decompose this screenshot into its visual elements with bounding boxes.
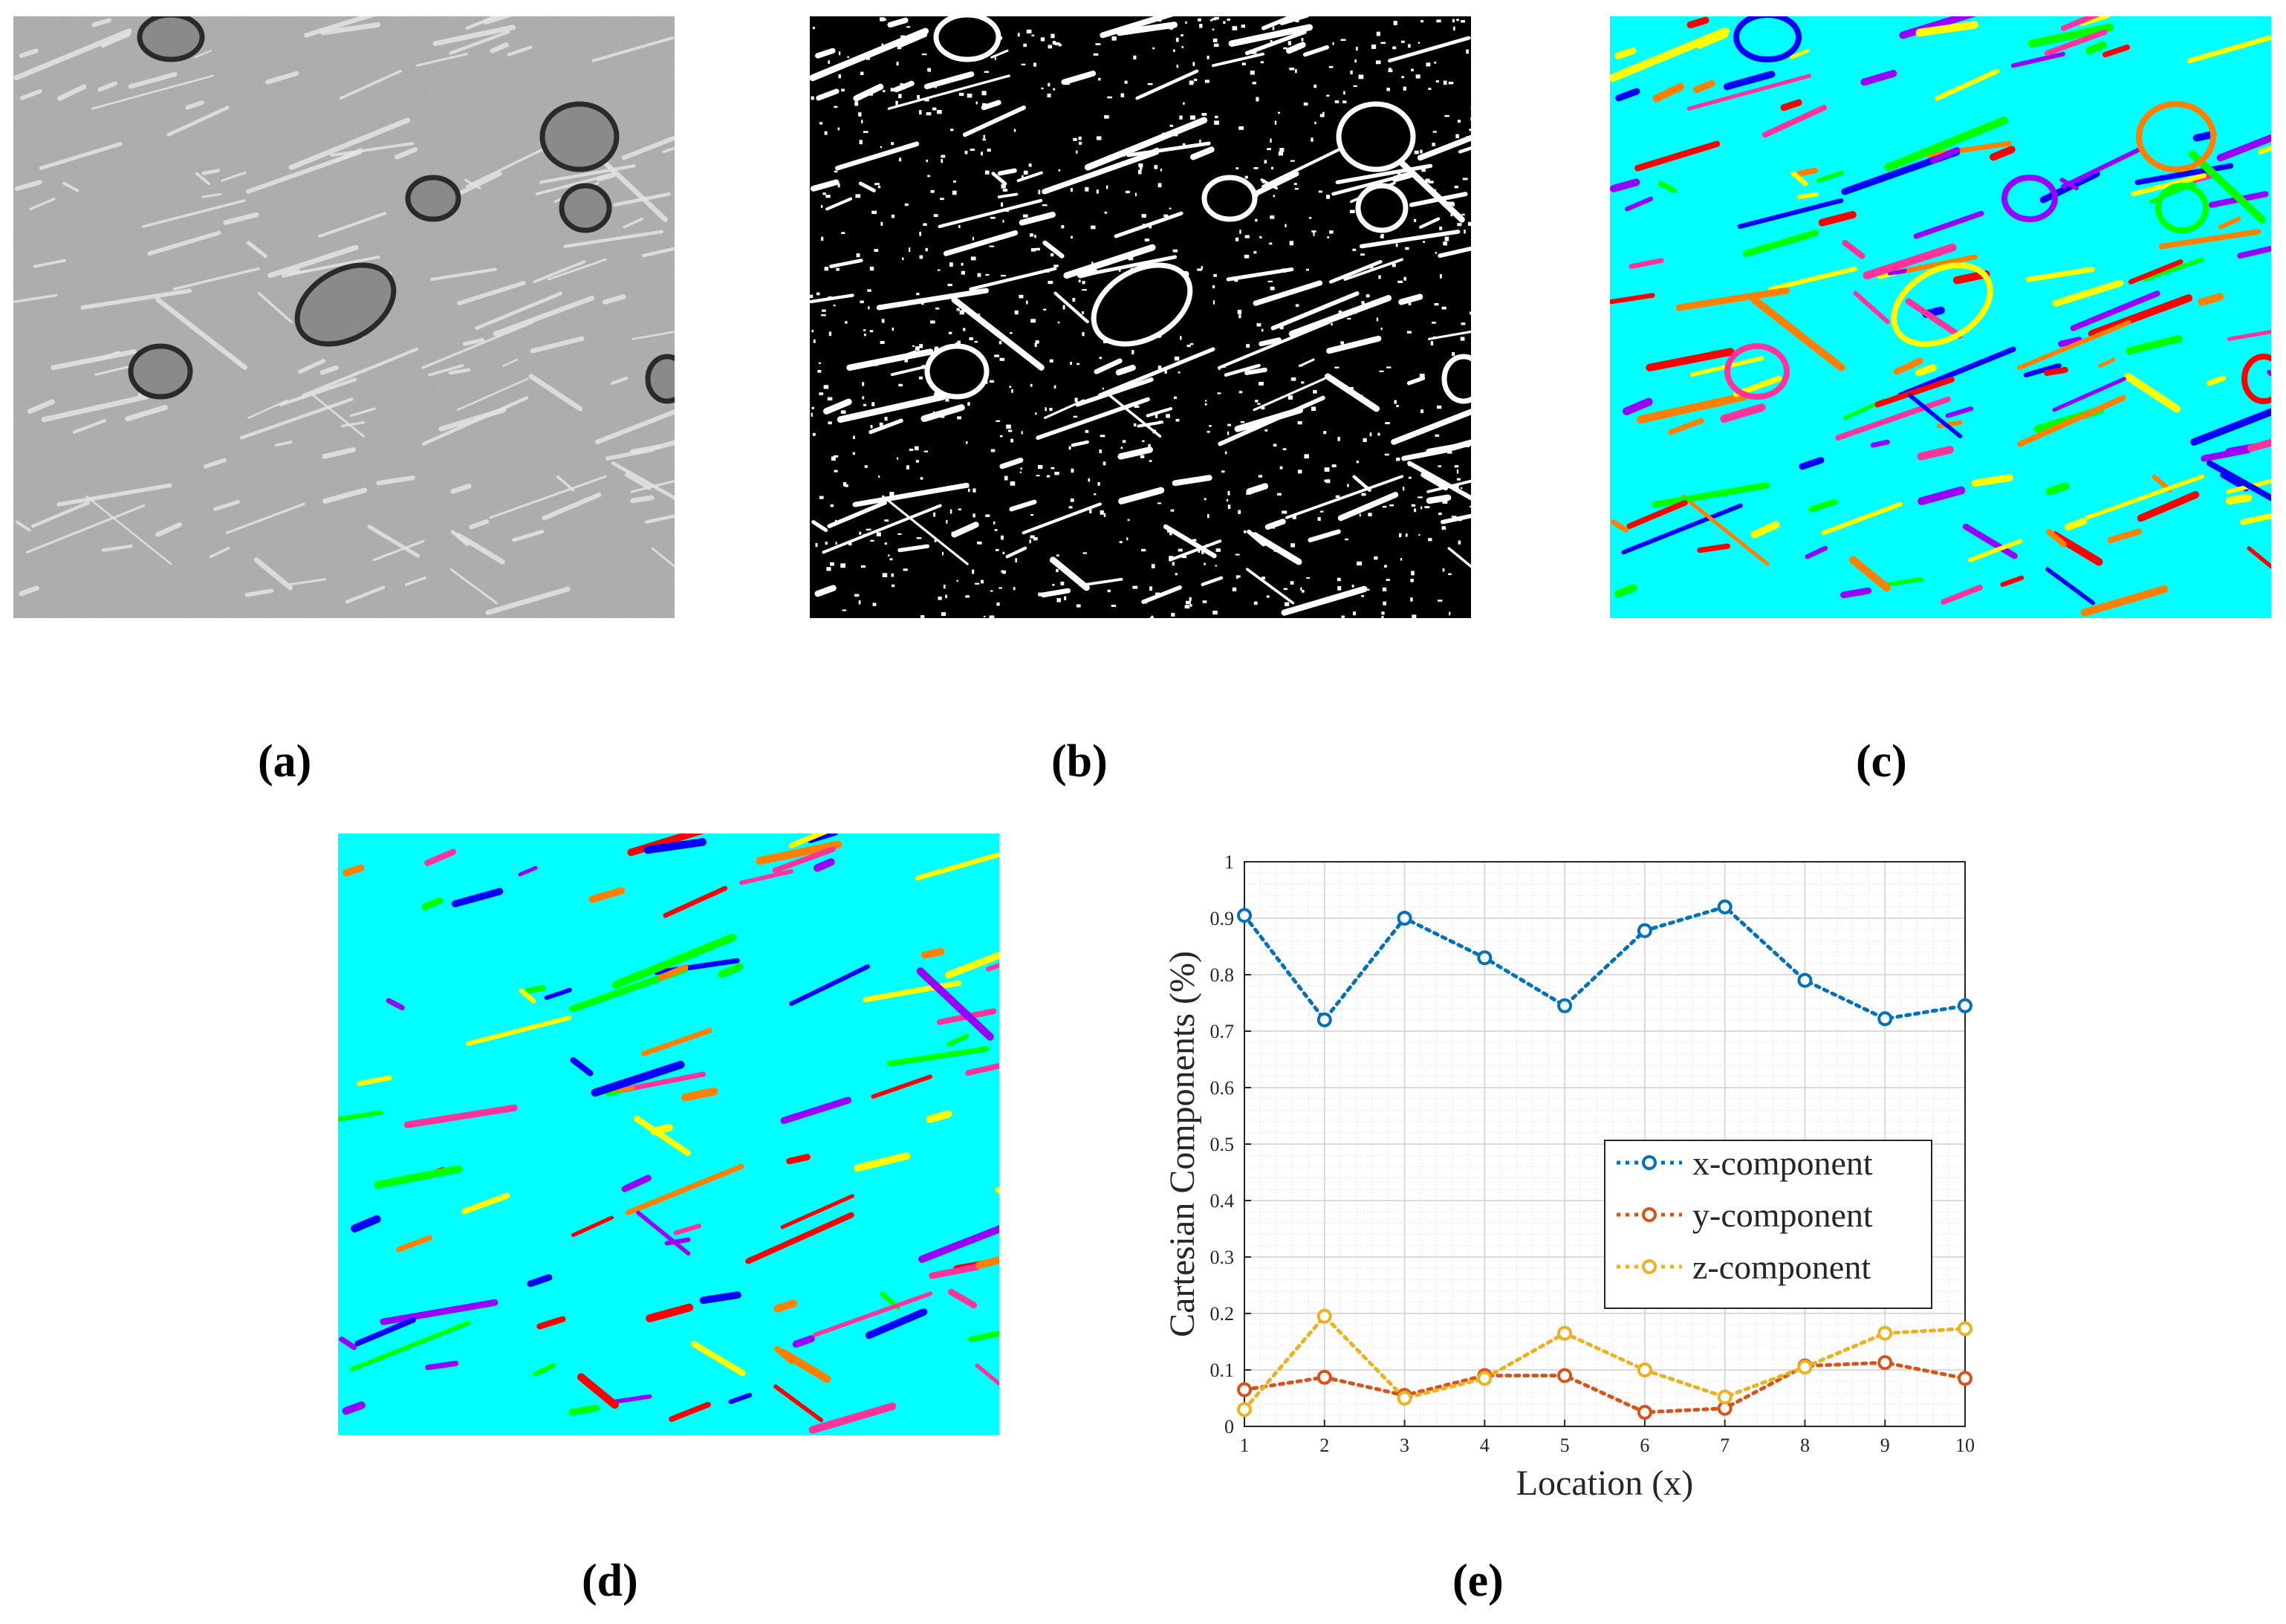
x-tick-label: 1 — [1240, 1435, 1250, 1456]
y-tick-label: 0.7 — [1210, 1021, 1235, 1042]
panel-e-chart: 0 0.1 0.2 0.3 0.4 0.5 0.6 0.7 0.8 0.9 1 1 2 3 4 5 6 7 8 9 1… — [1144, 839, 1976, 1523]
data-point-x-component — [1717, 899, 1733, 915]
data-point-z-component — [1397, 1391, 1412, 1406]
y-tick-label: 0 — [1224, 1416, 1234, 1438]
y-tick-label: 0.6 — [1210, 1077, 1235, 1099]
y-tick-label: 1 — [1224, 851, 1234, 873]
y-tick-label: 0.9 — [1210, 908, 1235, 929]
legend-marker — [1642, 1155, 1657, 1170]
series-line-y-component — [1242, 1360, 1967, 1414]
x-tick-label: 9 — [1880, 1435, 1890, 1456]
data-point-x-component — [1316, 1012, 1332, 1027]
data-point-z-component — [1477, 1371, 1493, 1386]
y-tick-label: 0.1 — [1210, 1360, 1235, 1381]
caption-e: (e) — [1452, 1556, 1504, 1606]
data-point-x-component — [1397, 911, 1412, 926]
data-point-z-component — [1797, 1360, 1813, 1375]
x-tick-label: 3 — [1400, 1435, 1409, 1456]
caption-a: (a) — [258, 736, 312, 787]
data-point-y-component — [1637, 1405, 1652, 1420]
caption-d: (d) — [582, 1556, 638, 1606]
panel-d-image — [338, 834, 999, 1435]
binary-slice-image — [810, 16, 1471, 618]
caption-b: (b) — [1051, 736, 1108, 787]
y-tick-label: 0.3 — [1210, 1247, 1235, 1268]
y-axis-label: Cartesian Components (%) — [1163, 951, 1202, 1337]
y-tick-label: 0.5 — [1210, 1134, 1235, 1155]
legend-entry: y-component — [1692, 1196, 1873, 1234]
data-point-z-component — [1717, 1389, 1733, 1405]
data-point-y-component — [1557, 1368, 1573, 1383]
x-axis-label: Location (x) — [1516, 1464, 1694, 1503]
data-point-x-component — [1637, 923, 1652, 938]
series-line-x-component — [1242, 905, 1967, 1023]
data-point-z-component — [1557, 1325, 1573, 1341]
data-point-x-component — [1477, 950, 1493, 966]
data-point-x-component — [1958, 998, 1972, 1013]
data-point-y-component — [1958, 1371, 1972, 1386]
data-point-y-component — [1877, 1355, 1893, 1371]
panel-b-image — [810, 16, 1471, 618]
legend-entry: z-component — [1692, 1248, 1871, 1286]
labeled-components-image — [1610, 16, 2271, 618]
y-tick-label: 0.4 — [1210, 1190, 1235, 1212]
legend-entry: x-component — [1692, 1144, 1873, 1182]
line-chart: 0 0.1 0.2 0.3 0.4 0.5 0.6 0.7 0.8 0.9 1 1 2 3 4 5 6 7 8 9 1… — [1163, 851, 1975, 1503]
data-point-z-component — [1958, 1321, 1972, 1336]
x-tick-label: 8 — [1800, 1435, 1810, 1456]
caption-c: (c) — [1856, 736, 1907, 787]
x-tick-label: 4 — [1480, 1435, 1490, 1456]
series-line-z-component — [1242, 1313, 1967, 1412]
data-point-z-component — [1637, 1362, 1652, 1377]
data-point-z-component — [1877, 1325, 1893, 1341]
data-point-x-component — [1797, 972, 1813, 988]
x-tick-label: 7 — [1720, 1435, 1730, 1456]
grayscale-slice-image — [13, 16, 675, 618]
data-point-y-component — [1316, 1369, 1332, 1385]
x-tick-label: 5 — [1560, 1435, 1570, 1456]
data-point-x-component — [1877, 1011, 1893, 1027]
x-tick-label: 2 — [1319, 1435, 1329, 1456]
y-tick-label: 0.2 — [1210, 1303, 1235, 1325]
data-point-y-component — [1237, 1382, 1252, 1397]
legend-marker — [1642, 1259, 1657, 1274]
y-tick-label: 0.8 — [1210, 964, 1235, 986]
panel-a-image — [13, 16, 675, 618]
data-point-z-component — [1237, 1402, 1252, 1417]
data-point-z-component — [1316, 1308, 1332, 1324]
labeled-fibers-image — [338, 834, 999, 1435]
data-point-x-component — [1237, 908, 1252, 923]
legend-marker — [1642, 1207, 1657, 1222]
data-point-x-component — [1557, 998, 1573, 1013]
legend: x-component y-component z-component — [1604, 1140, 1932, 1309]
x-tick-label: 10 — [1955, 1435, 1975, 1456]
panel-c-image — [1610, 16, 2271, 618]
x-tick-label: 6 — [1640, 1435, 1649, 1456]
